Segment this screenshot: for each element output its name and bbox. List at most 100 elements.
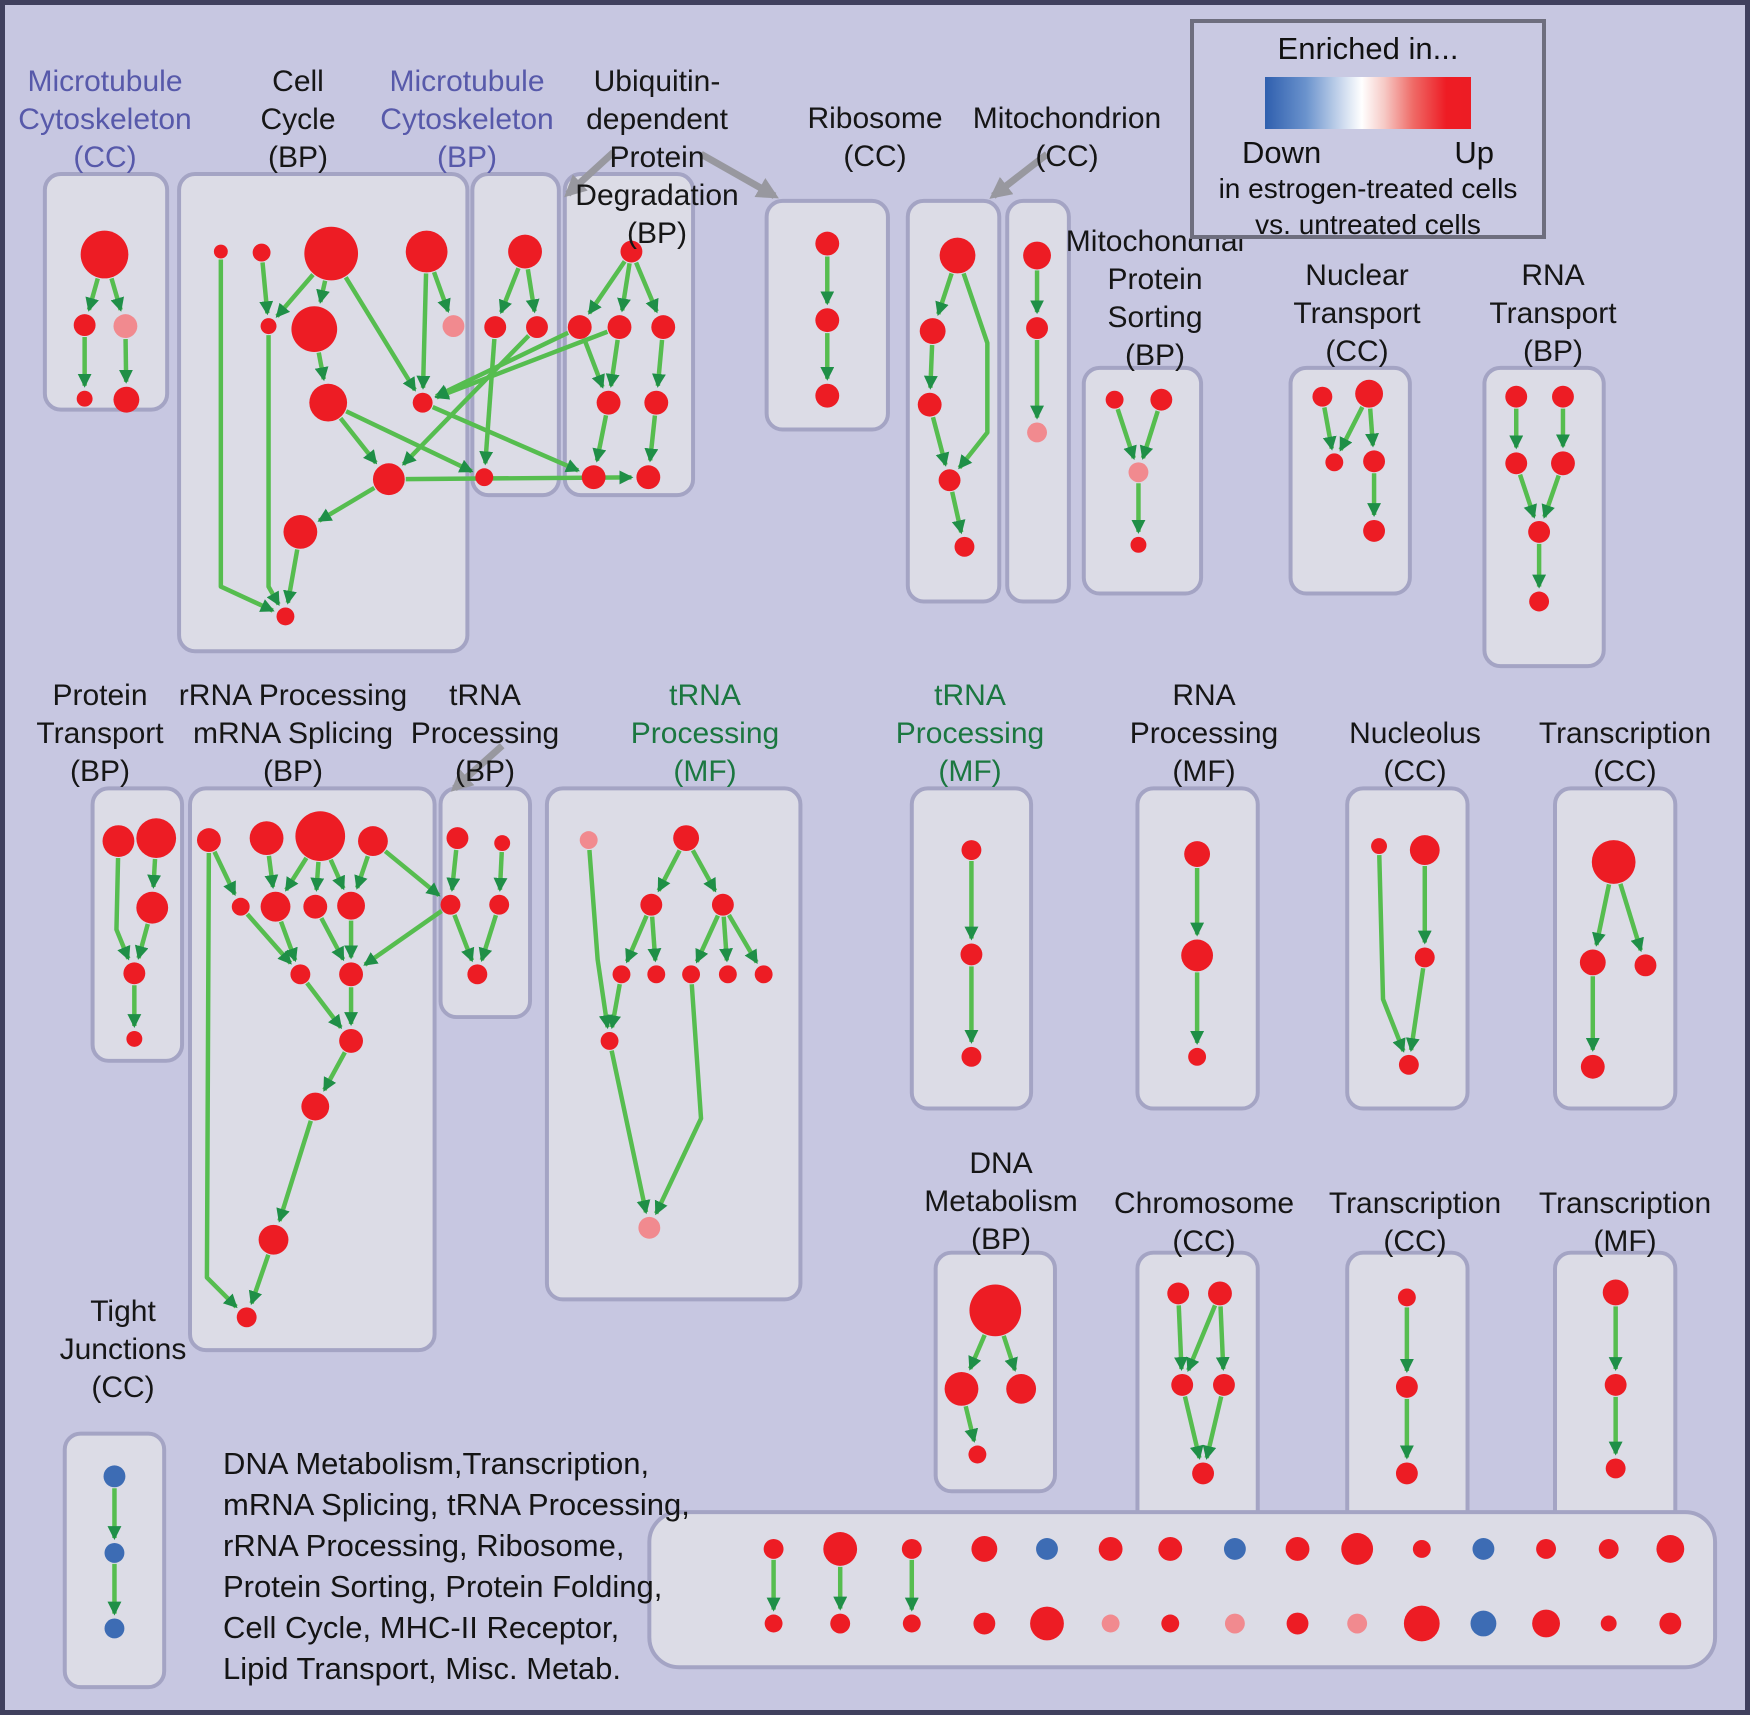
relation-arrow (85, 277, 100, 312)
relation-arrow (1338, 406, 1365, 452)
relation-arrow (478, 914, 499, 962)
box-nucleolus (1345, 786, 1470, 1111)
relation-arrow (493, 851, 508, 892)
go-term-node (309, 383, 348, 422)
go-term-node (567, 315, 592, 340)
go-term-node (213, 244, 228, 259)
relation-arrow (1001, 1335, 1018, 1372)
go-term-node (304, 226, 359, 281)
box-trna-mf-big (544, 786, 803, 1302)
go-term-node (1634, 954, 1657, 977)
relation-arrow (633, 261, 659, 314)
go-term-node (636, 465, 661, 490)
go-term-node (971, 1536, 998, 1562)
go-term-node (960, 943, 983, 966)
box-chromosome (1135, 1250, 1260, 1529)
go-term-node (339, 962, 364, 987)
go-term-node (1536, 1539, 1557, 1559)
relation-arrow (278, 920, 298, 963)
relation-arrow (431, 271, 451, 314)
go-term-node (290, 964, 311, 985)
relation-arrow (935, 272, 954, 316)
relation-arrow (1405, 967, 1426, 1052)
go-term-node (123, 962, 146, 985)
go-term-node (638, 1216, 661, 1239)
go-term-node (283, 515, 318, 549)
relation-arrow (1618, 883, 1644, 953)
relation-arrow (1186, 1304, 1218, 1373)
go-term-node (1347, 1613, 1368, 1634)
go-term-node (1602, 1279, 1629, 1306)
relation-arrow (284, 856, 309, 892)
nodes-layer (73, 226, 1685, 1642)
relation-arrow (587, 260, 627, 315)
relation-arrow (317, 485, 376, 523)
go-term-node (276, 607, 295, 626)
go-term-node (1184, 841, 1211, 867)
relation-arrow (316, 280, 330, 304)
go-term-node (754, 965, 773, 984)
go-term-node (440, 894, 461, 915)
relation-arrow (654, 984, 704, 1216)
go-term-node (484, 316, 507, 339)
go-term-node (236, 1307, 257, 1328)
go-term-node (682, 965, 701, 984)
go-term-node (917, 392, 942, 417)
go-term-node (1171, 1373, 1194, 1396)
go-term-node (113, 314, 138, 339)
go-term-node (1286, 1612, 1309, 1635)
go-term-node (1188, 1047, 1207, 1066)
box-nuclear-transport (1288, 365, 1412, 596)
go-term-node (1604, 1373, 1627, 1396)
go-term-node (830, 1613, 851, 1634)
relation-arrow (276, 1120, 313, 1223)
go-term-node (1371, 838, 1387, 855)
relation-arrow (968, 1334, 987, 1371)
go-term-node (815, 308, 840, 333)
go-term-node (475, 468, 494, 487)
go-term-node (673, 825, 700, 852)
go-term-node (104, 1618, 125, 1639)
relation-arrow (266, 335, 281, 607)
relation-arrow (446, 849, 461, 892)
go-term-node (919, 318, 946, 345)
relation-arrow (719, 916, 733, 963)
go-term-node (1580, 1054, 1605, 1079)
go-term-node (902, 1614, 921, 1633)
go-term-node (104, 1542, 125, 1563)
go-term-node (301, 1092, 330, 1121)
relation-arrow (305, 981, 343, 1030)
relation-arrow (212, 850, 237, 896)
relation-arrow (319, 917, 346, 962)
relation-arrow (363, 909, 443, 967)
relation-arrow (343, 276, 417, 392)
go-term-node (939, 237, 976, 274)
relation-arrow (248, 1254, 271, 1306)
relation-arrow (651, 339, 666, 388)
go-term-node (1605, 1458, 1626, 1479)
go-term-node (1532, 1609, 1560, 1638)
relation-arrow (310, 861, 325, 892)
go-term-node (612, 965, 631, 984)
relation-arrow (434, 329, 609, 400)
relation-arrow (119, 339, 133, 384)
relation-arrow (264, 855, 279, 889)
legend-box: Enriched in... Down Up in estrogen-treat… (1190, 19, 1546, 240)
relation-arrow (1174, 1305, 1188, 1372)
go-term-node (258, 1224, 289, 1255)
go-term-node (944, 1371, 979, 1406)
go-term-node (973, 1612, 996, 1635)
go-term-node (1395, 1375, 1418, 1398)
label-pointer-arrow (564, 149, 616, 198)
relation-arrow (694, 914, 720, 964)
go-term-node (1223, 1538, 1246, 1560)
go-term-node (1161, 1614, 1180, 1633)
go-term-node (1600, 1615, 1617, 1632)
go-term-node (1551, 451, 1575, 476)
go-term-node (1470, 1610, 1497, 1637)
go-term-node (1341, 1533, 1374, 1565)
go-term-node (1355, 379, 1384, 408)
relation-arrow (114, 857, 131, 961)
relation-arrow (322, 1051, 347, 1092)
go-term-node (1505, 385, 1528, 408)
